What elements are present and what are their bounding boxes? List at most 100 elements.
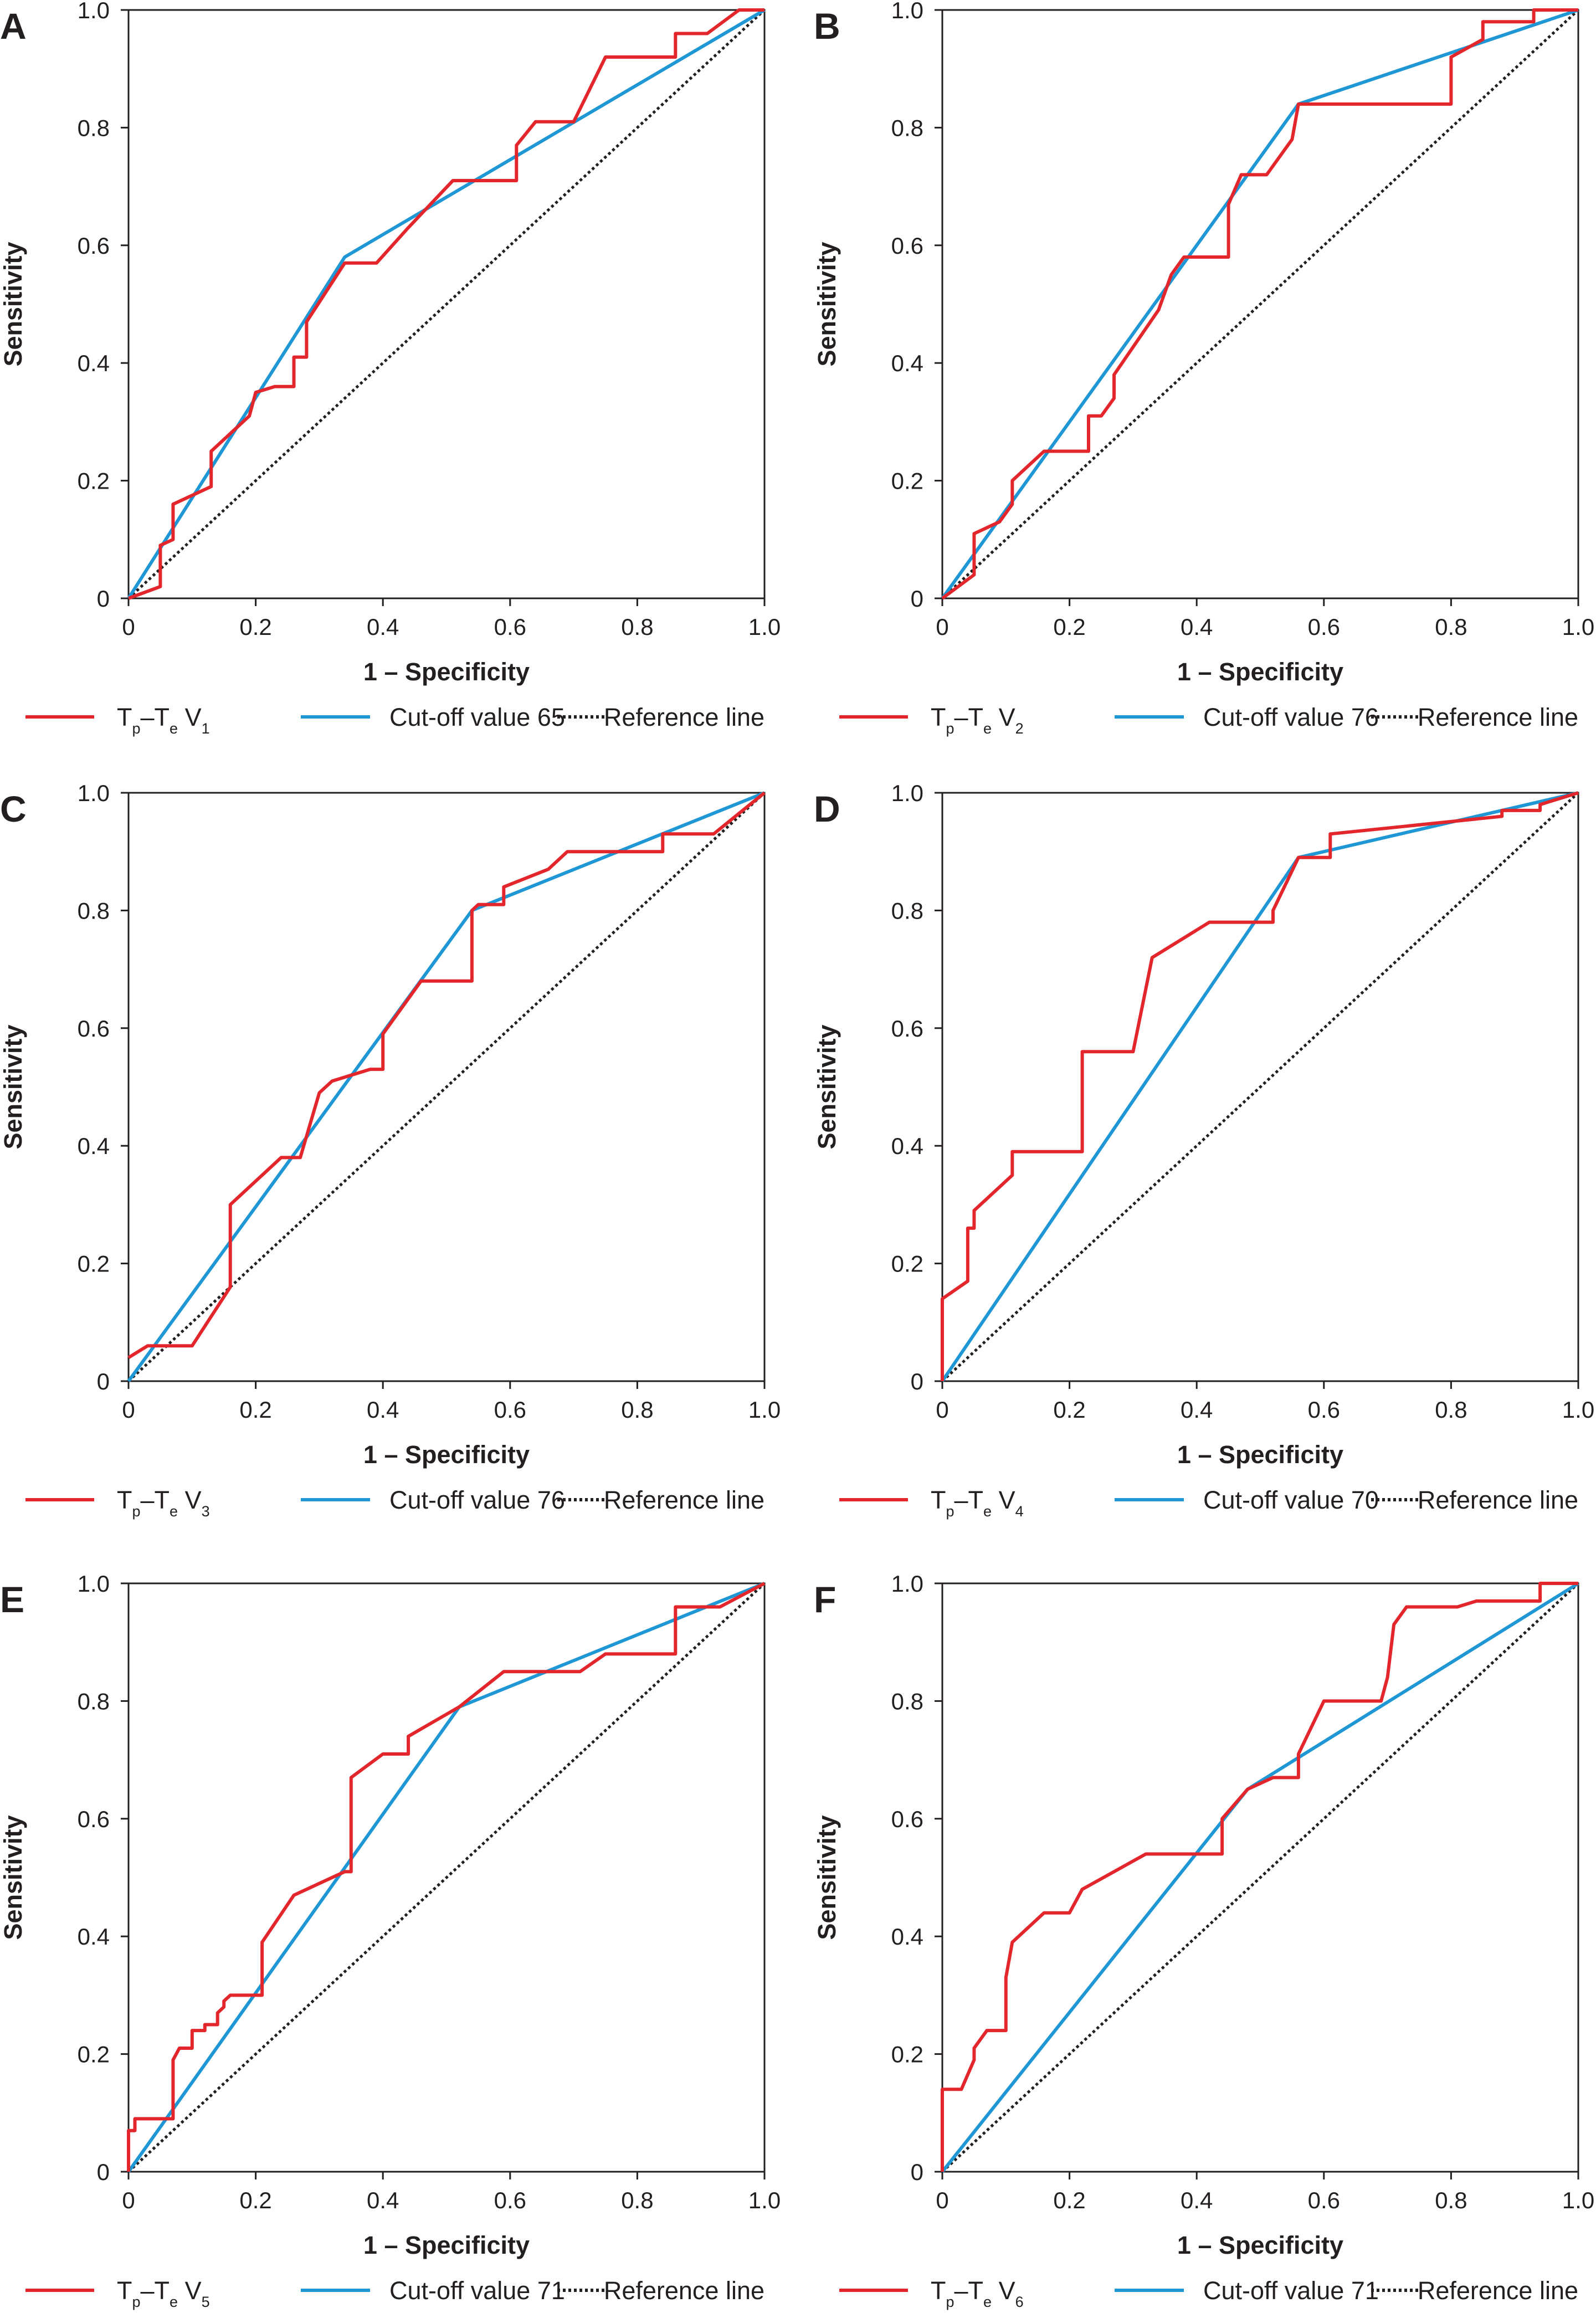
x-tick-label: 0.6: [1308, 2187, 1340, 2213]
x-tick-label: 0: [122, 1397, 135, 1423]
x-tick-label: 0.2: [239, 2187, 271, 2213]
y-tick-label: 0.2: [891, 468, 923, 494]
roc-panel-e: E 0 0.2 0.4 0.6 0.8 1.0 0 0.2 0.4 0.6 0.8 1.0 1 – Spe…: [0, 1571, 781, 2310]
plot-frame: [941, 9, 1579, 599]
roc-panel-f: F 0 0.2 0.4 0.6 0.8 1.0 0 0.2 0.4 0.6 0.8 1.0 1 – Spe…: [813, 1571, 1594, 2310]
y-tick-label: 0.2: [78, 2042, 110, 2068]
roc-curve-line: [941, 1582, 1578, 2172]
x-tick-label: 0.8: [1435, 2187, 1467, 2213]
x-tick-label: 0.2: [1053, 614, 1085, 640]
x-tick-label: 1.0: [1562, 614, 1594, 640]
y-tick-label: 0: [97, 586, 110, 612]
y-tick-label: 0.4: [891, 350, 923, 376]
legend-label-reference: Reference line: [604, 1486, 764, 1514]
x-axis-title: 1 – Specificity: [363, 1440, 530, 1469]
x-tick-label: 0: [122, 2187, 135, 2213]
x-tick-label: 0.2: [1053, 1397, 1085, 1423]
roc-panel-b: B 0 0.2 0.4 0.6 0.8 1.0 0 0.2 0.4 0.6 0.8 1.0 1 – Spe…: [813, 0, 1594, 737]
x-tick-label: 0.4: [367, 1397, 399, 1423]
x-tick-label: 0.6: [1308, 1397, 1340, 1423]
y-axis-title: Sensitivity: [813, 1024, 841, 1149]
legend-label-cutoff: Cut-off value 76: [1203, 703, 1379, 731]
x-tick-label: 0.8: [621, 1397, 653, 1423]
panel-letter: A: [0, 6, 27, 47]
y-tick-label: 0.8: [78, 897, 110, 924]
plot-frame: [127, 9, 766, 599]
y-tick-label: 0.8: [78, 115, 110, 141]
legend-label-roc: Tp–Te V2: [931, 703, 1024, 737]
legend-label-reference: Reference line: [604, 2276, 764, 2305]
y-axis-title: Sensitivity: [0, 1815, 27, 1940]
legend-label-reference: Reference line: [604, 703, 764, 731]
roc-curve-line: [941, 8, 1578, 600]
y-tick-label: 0.8: [891, 1688, 923, 1714]
panel-letter: E: [0, 1579, 24, 1620]
y-tick-label: 0.2: [78, 1251, 110, 1277]
y-tick-label: 0.6: [78, 233, 110, 259]
panel-letter: D: [814, 788, 840, 829]
x-tick-label: 0.6: [494, 1397, 526, 1423]
x-axis-title: 1 – Specificity: [363, 658, 530, 686]
x-tick-label: 0.8: [621, 614, 653, 640]
y-tick-label: 0.6: [891, 1016, 923, 1042]
legend-label-roc: Tp–Te V3: [117, 1486, 210, 1520]
y-tick-label: 0: [97, 1368, 110, 1394]
x-tick-label: 1.0: [748, 2187, 781, 2213]
legend-label-roc: Tp–Te V6: [931, 2276, 1024, 2310]
roc-curve-line: [941, 791, 1579, 1381]
roc-panel-c: C 0 0.2 0.4 0.6 0.8 1.0 0 0.2 0.4 0.6 0.8 1.0 1 – Spe…: [0, 780, 781, 1520]
reference-line: [127, 9, 766, 599]
x-tick-label: 1.0: [1562, 1397, 1594, 1423]
x-axis-title: 1 – Specificity: [1177, 2231, 1343, 2259]
x-axis-title: 1 – Specificity: [1177, 1440, 1343, 1469]
x-tick-label: 0.4: [367, 2187, 399, 2213]
roc-panel-a: A 0 0.2 0.4 0.6 0.8 1.0 0 0.2 0.4 0.6 0.8 1.0 1 – Spe…: [0, 0, 781, 737]
cutoff-line: [127, 8, 766, 599]
y-tick-label: 0: [97, 2159, 110, 2185]
x-tick-label: 0.8: [1435, 614, 1467, 640]
x-tick-label: 0.4: [1181, 614, 1213, 640]
legend-label-roc: Tp–Te V4: [931, 1486, 1024, 1520]
reference-line: [941, 9, 1579, 599]
y-tick-label: 0.6: [78, 1806, 110, 1832]
y-tick-label: 0: [911, 586, 923, 612]
x-tick-label: 0.4: [1181, 2187, 1213, 2213]
panel-letter: B: [814, 6, 840, 47]
y-axis-title: Sensitivity: [0, 1024, 27, 1149]
legend-label-cutoff: Cut-off value 71: [389, 2276, 565, 2305]
legend-label-cutoff: Cut-off value 70: [1203, 1486, 1379, 1514]
reference-line: [941, 792, 1579, 1382]
legend-label-roc: Tp–Te V5: [117, 2276, 210, 2310]
x-tick-label: 0: [936, 1397, 948, 1423]
y-tick-label: 0.8: [78, 1688, 110, 1714]
x-tick-label: 0.4: [1181, 1397, 1213, 1423]
y-tick-label: 0.8: [891, 115, 923, 141]
y-tick-label: 0: [911, 1368, 923, 1394]
plot-frame: [127, 792, 766, 1382]
y-tick-label: 0.6: [78, 1016, 110, 1042]
y-tick-label: 1.0: [78, 1571, 110, 1597]
reference-line: [127, 792, 766, 1382]
reference-line: [127, 1582, 766, 2173]
legend-label-reference: Reference line: [1418, 1486, 1578, 1514]
plot-frame: [941, 1582, 1579, 2173]
reference-line: [941, 1582, 1579, 2173]
y-tick-label: 0.6: [891, 233, 923, 259]
y-tick-label: 1.0: [78, 0, 110, 23]
y-tick-label: 0.4: [78, 350, 110, 376]
x-axis-title: 1 – Specificity: [363, 2231, 530, 2259]
y-axis-title: Sensitivity: [0, 242, 27, 366]
legend-label-cutoff: Cut-off value 65: [389, 703, 565, 731]
y-tick-label: 0.4: [891, 1924, 923, 1950]
y-tick-label: 0: [911, 2159, 923, 2185]
y-axis-title: Sensitivity: [813, 242, 841, 366]
y-axis-title: Sensitivity: [813, 1815, 841, 1940]
y-tick-label: 0.6: [891, 1806, 923, 1832]
x-tick-label: 1.0: [1562, 2187, 1594, 2213]
panel-letter: F: [814, 1579, 836, 1620]
x-tick-label: 0.2: [239, 614, 271, 640]
y-tick-label: 0.4: [78, 1133, 110, 1159]
legend-label-roc: Tp–Te V1: [117, 703, 210, 737]
y-tick-label: 1.0: [78, 780, 110, 806]
x-tick-label: 0.4: [367, 614, 399, 640]
